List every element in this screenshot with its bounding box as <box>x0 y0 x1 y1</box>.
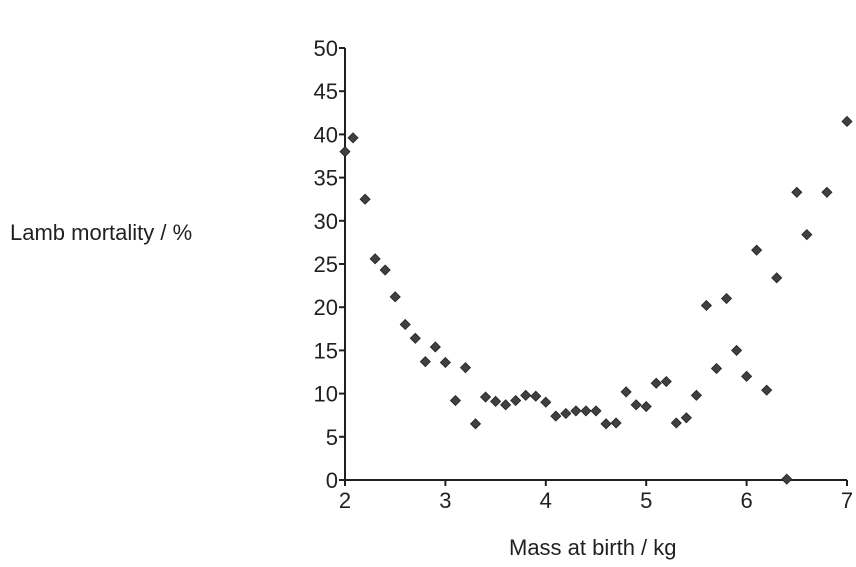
data-point <box>419 356 431 368</box>
data-point <box>640 400 652 413</box>
data-point <box>821 186 833 198</box>
data-point <box>510 394 522 407</box>
y-tick-label: 30 <box>314 209 338 234</box>
data-point <box>781 473 793 485</box>
data-point <box>580 405 592 417</box>
x-tick-label: 3 <box>439 488 451 513</box>
data-point <box>690 389 702 401</box>
data-point <box>751 244 763 256</box>
data-point <box>560 407 572 420</box>
data-point <box>741 370 753 382</box>
data-point <box>700 299 713 312</box>
x-tick-label: 5 <box>640 488 652 513</box>
data-points <box>339 115 853 485</box>
y-tick-label: 0 <box>326 468 338 493</box>
data-point <box>620 386 632 398</box>
data-point <box>449 394 462 407</box>
data-point <box>379 264 391 276</box>
data-point <box>359 193 371 205</box>
data-point <box>490 395 502 407</box>
x-tick-label: 4 <box>540 488 552 513</box>
data-point <box>409 332 421 344</box>
data-point <box>339 146 351 158</box>
data-point <box>610 417 622 429</box>
x-axis-label: Mass at birth / kg <box>509 535 677 560</box>
data-point <box>600 418 612 430</box>
data-point <box>771 272 783 284</box>
y-tick-label: 35 <box>314 166 338 191</box>
data-point <box>459 362 472 374</box>
data-point <box>550 410 562 422</box>
y-tick-label: 40 <box>314 122 338 147</box>
data-point <box>389 291 401 303</box>
x-tick-label: 2 <box>339 488 351 513</box>
data-point <box>590 405 602 417</box>
data-point <box>540 396 552 408</box>
data-point <box>841 115 853 128</box>
data-point <box>399 318 411 331</box>
y-tick-label: 45 <box>314 79 338 104</box>
data-point <box>801 229 813 241</box>
data-point <box>469 418 482 430</box>
data-point <box>439 356 451 369</box>
data-point <box>670 417 682 429</box>
x-tick-label: 6 <box>740 488 752 513</box>
y-tick-label: 25 <box>314 252 338 277</box>
data-point <box>530 390 542 402</box>
y-tick-label: 20 <box>314 295 338 320</box>
data-point <box>761 384 773 396</box>
data-point <box>630 399 642 411</box>
data-point <box>650 377 662 389</box>
y-tick-label: 10 <box>314 382 338 407</box>
y-tick-label: 5 <box>326 425 338 450</box>
data-point <box>660 375 672 388</box>
data-point <box>710 362 723 375</box>
data-point <box>570 405 582 417</box>
y-axis-label: Lamb mortality / % <box>10 220 193 245</box>
data-point <box>347 132 359 144</box>
data-point <box>500 399 512 411</box>
data-point <box>369 253 381 265</box>
x-tick-label: 7 <box>841 488 853 513</box>
data-point <box>720 292 733 305</box>
y-tick-label: 50 <box>314 36 338 61</box>
data-point <box>429 341 441 353</box>
data-point <box>520 389 532 401</box>
y-tick-label: 15 <box>314 338 338 363</box>
data-point <box>730 344 743 356</box>
data-point <box>479 391 492 403</box>
data-point <box>791 186 803 198</box>
data-point <box>680 412 692 424</box>
